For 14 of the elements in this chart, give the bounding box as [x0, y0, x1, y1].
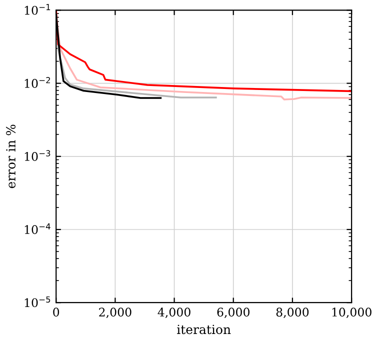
y-tick-label: 10$^{−5}$: [24, 296, 50, 308]
x-axis-title: iteration: [177, 324, 231, 334]
x-tick-label: 10,000: [332, 308, 372, 318]
y-tick-label: 10$^{−2}$: [24, 77, 50, 88]
line-series: [56, 20, 352, 100]
x-tick-label: 0: [53, 308, 60, 317]
x-tick-label: 6,000: [217, 308, 250, 318]
x-tick-label: 4,000: [158, 308, 190, 318]
y-tick-label: 10$^{−1}$: [24, 4, 50, 15]
x-tick-label: 8,000: [276, 308, 309, 318]
y-tick-label: 10$^{−3}$: [24, 150, 50, 161]
y-axis-title: error in %: [6, 124, 16, 188]
y-tick-label: 10$^{−4}$: [24, 223, 50, 234]
x-tick-label: 2,000: [99, 308, 132, 318]
